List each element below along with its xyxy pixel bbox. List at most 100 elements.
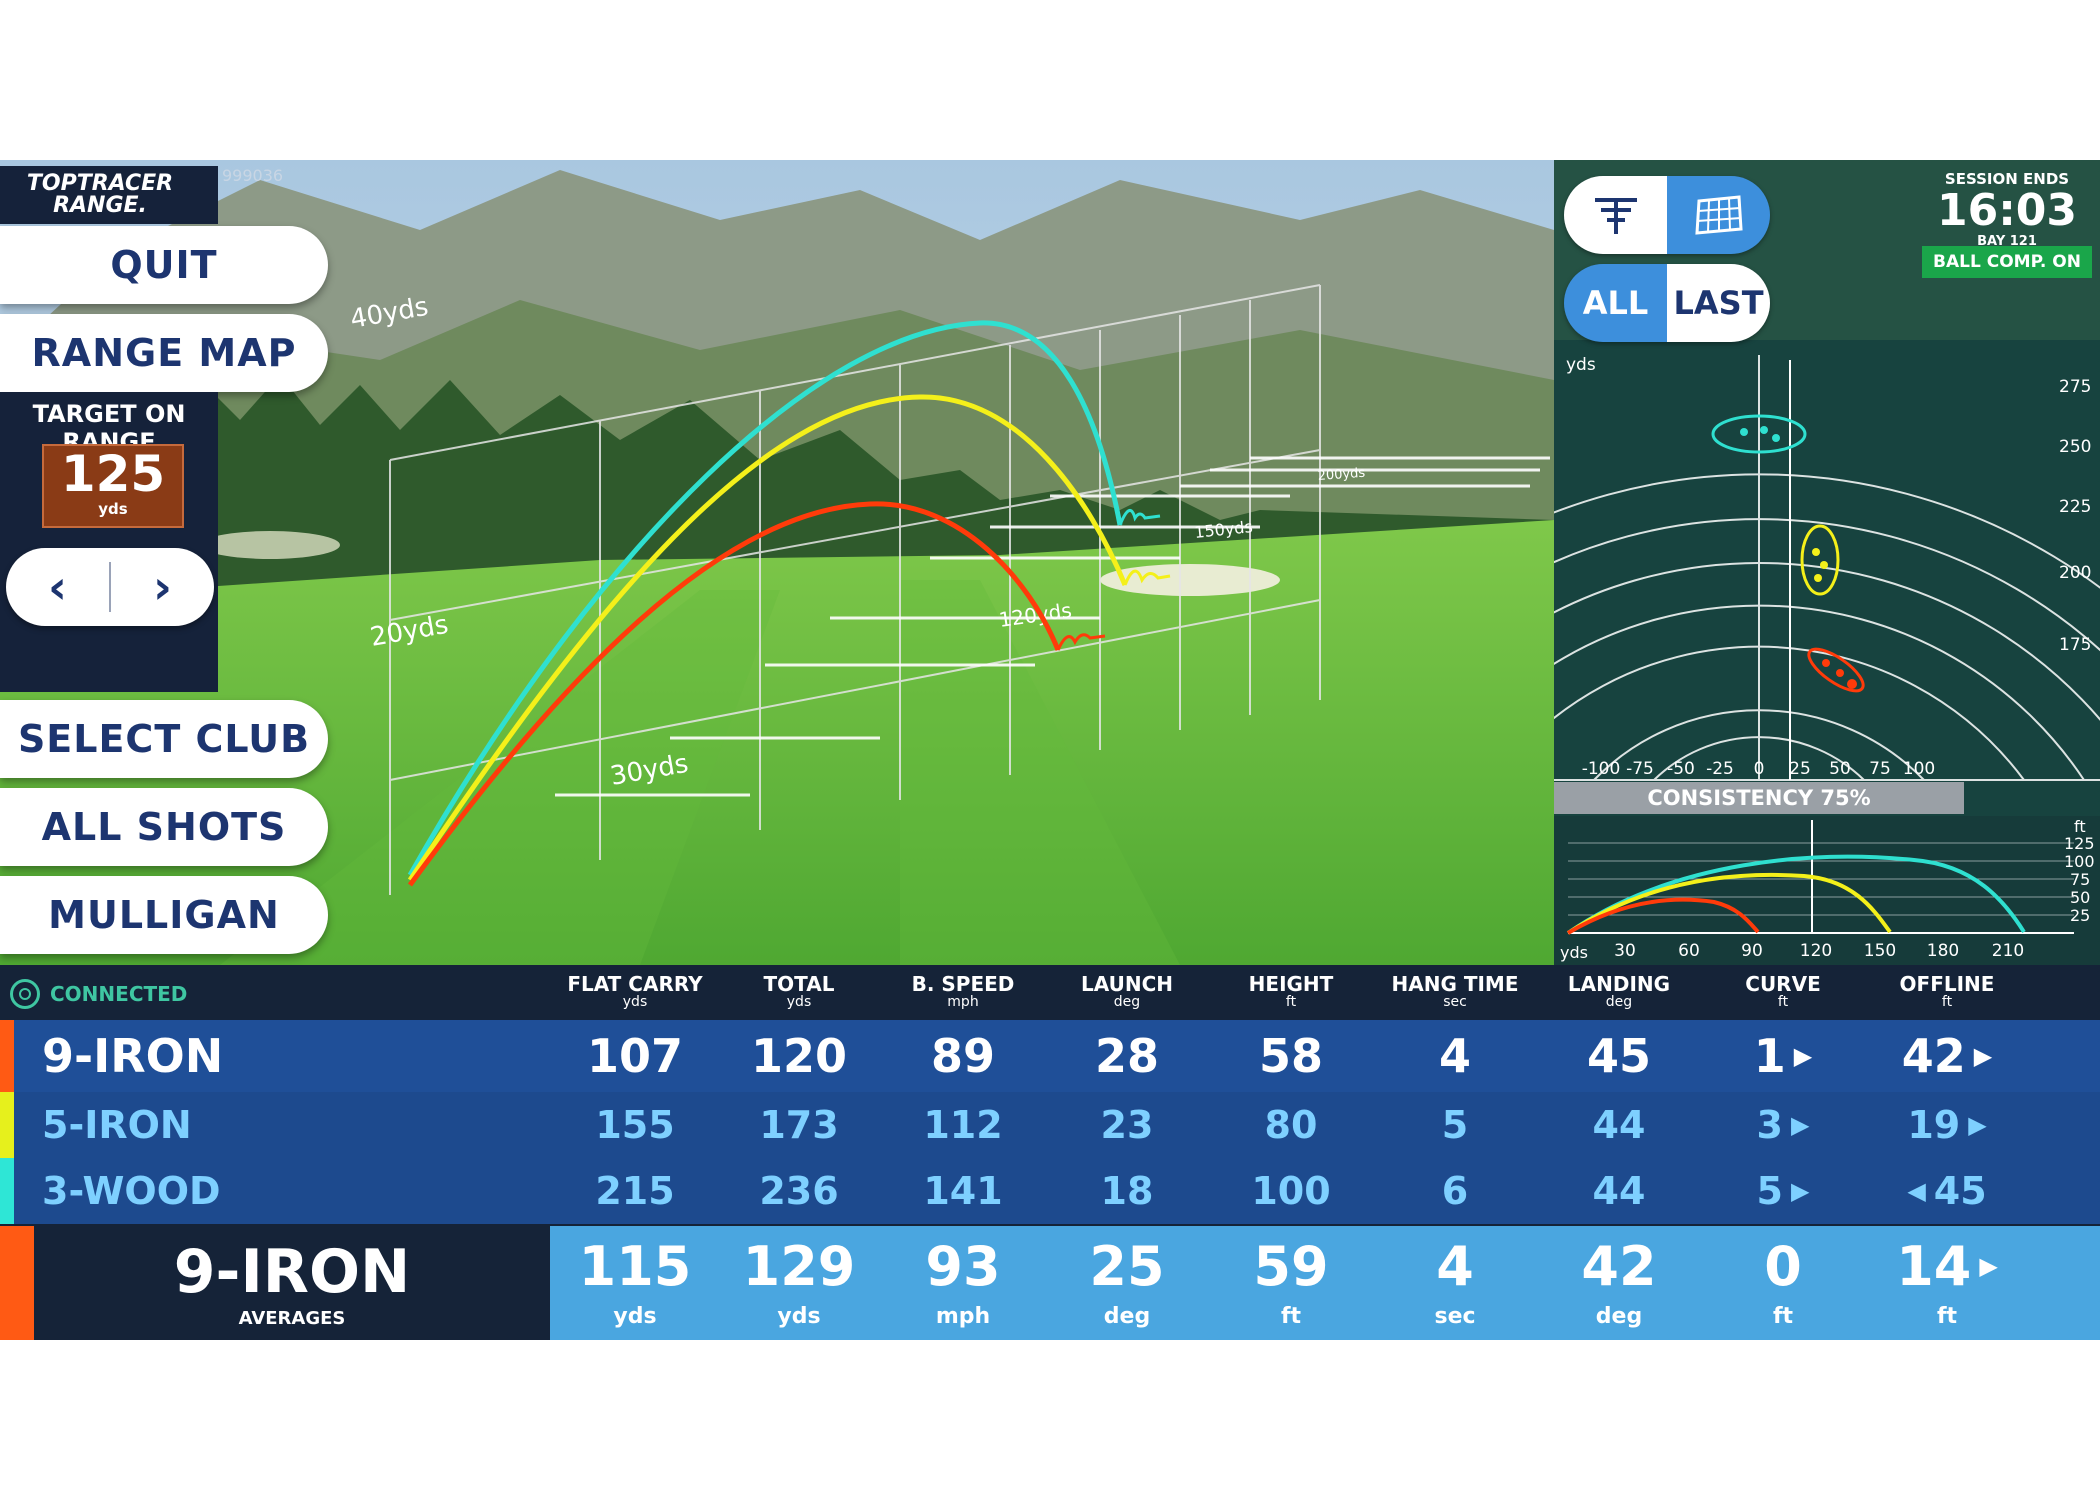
column-unit: deg	[1605, 994, 1633, 1010]
club-color-stripe	[0, 1158, 14, 1224]
averages-club-box: 9-IRON AVERAGES	[34, 1226, 550, 1340]
metric-value: 4	[1438, 1029, 1471, 1083]
direction-right-icon: ▶	[1973, 1042, 1993, 1070]
metric-cell: 236	[724, 1158, 874, 1224]
metric-cell: 58	[1216, 1020, 1366, 1092]
metric-value: 173	[759, 1103, 839, 1147]
average-unit: mph	[935, 1304, 991, 1329]
grid-view-icon[interactable]	[1667, 176, 1770, 254]
side-tracer-9-iron	[1566, 897, 1760, 935]
x-label-0: 0	[1754, 759, 1765, 779]
metric-cell: 6	[1380, 1158, 1530, 1224]
metric-value: 19	[1907, 1103, 1961, 1147]
metric-cell: 107	[560, 1020, 710, 1092]
average-value: 59	[1253, 1234, 1329, 1298]
metric-value: 236	[759, 1169, 839, 1213]
metric-value: 18	[1100, 1169, 1154, 1213]
distance-label-200: 200yds	[1317, 466, 1366, 484]
metric-value: 5	[1756, 1169, 1783, 1213]
metric-value: 215	[595, 1169, 675, 1213]
column-label: TOTAL	[763, 972, 835, 996]
column-label: OFFLINE	[1899, 972, 1995, 996]
metric-cell: 4	[1380, 1020, 1530, 1092]
arc-label-175: 175	[2059, 635, 2091, 655]
last-shot-toggle[interactable]: LAST	[1667, 264, 1770, 342]
connected-label: CONNECTED	[50, 982, 188, 1006]
metric-value: 42	[1901, 1029, 1966, 1083]
average-unit: sec	[1434, 1304, 1476, 1329]
column-header: FLAT CARRY yds	[560, 973, 710, 1009]
cluster-9-iron	[1807, 647, 1865, 693]
direction-right-icon: ▶	[1968, 1111, 1987, 1139]
table-row[interactable]: 9-IRON 107 120 89 28 58 4 45 1 ▶ 42 ▶	[0, 1020, 2100, 1094]
average-value: 0	[1764, 1234, 1802, 1298]
metric-cell: ◀ 45	[1872, 1158, 2022, 1224]
direction-right-icon: ▶	[1793, 1042, 1813, 1070]
arc-label-200: 200	[2059, 563, 2091, 583]
metric-value: 107	[586, 1029, 684, 1083]
tracer-view-glyph	[1594, 198, 1637, 234]
metric-cell: 120	[724, 1020, 874, 1092]
direction-right-icon: ▶	[1979, 1252, 1998, 1280]
side-x-150: 150	[1864, 941, 1896, 961]
target-distance-box: 125 yds	[42, 444, 184, 528]
all-shots-button[interactable]: ALL SHOTS	[0, 788, 328, 866]
column-label: FLAT CARRY	[567, 972, 703, 996]
tracer-view-icon[interactable]	[1564, 176, 1667, 254]
consistency-bar: CONSISTENCY 75%	[1554, 782, 1964, 814]
shot-dot	[1740, 428, 1748, 436]
metric-cell: 44	[1544, 1158, 1694, 1224]
average-value: 42	[1581, 1234, 1657, 1298]
metric-cell: 5 ▶	[1708, 1158, 1858, 1224]
metric-cell: 23	[1052, 1092, 1202, 1158]
map-unit-label: yds	[1566, 355, 1596, 375]
x-label-n25: -25	[1706, 759, 1734, 779]
metric-value: 112	[923, 1103, 1003, 1147]
all-shots-toggle[interactable]: ALL	[1564, 264, 1667, 342]
club-name: 3-WOOD	[42, 1169, 221, 1213]
side-unit-label: ft	[2074, 817, 2086, 836]
arc-label-250: 250	[2059, 437, 2091, 457]
average-metric-cell: 0	[1708, 1226, 1858, 1306]
metric-value: 28	[1094, 1029, 1159, 1083]
column-header: LAUNCH deg	[1052, 973, 1202, 1009]
table-row[interactable]: 5-IRON 155 173 112 23 80 5 44 3 ▶ 19 ▶	[0, 1092, 2100, 1160]
quit-button[interactable]: QUIT	[0, 226, 328, 304]
metric-value: 45	[1933, 1169, 1987, 1213]
metric-value: 44	[1592, 1103, 1646, 1147]
metric-cell: 19 ▶	[1872, 1092, 2022, 1158]
chevron-right-icon[interactable]: ›	[153, 560, 172, 614]
metric-cell: 28	[1052, 1020, 1202, 1092]
target-value: 125	[60, 445, 166, 503]
column-label: HEIGHT	[1248, 972, 1334, 996]
logo-line-1: TOPTRACER	[26, 171, 174, 196]
logo-line-2: RANGE.	[53, 193, 147, 218]
metric-cell: 89	[888, 1020, 1038, 1092]
tracer-5-iron-bounce	[1123, 569, 1171, 586]
metric-value: 80	[1264, 1103, 1318, 1147]
average-value: 93	[925, 1234, 1001, 1298]
x-label-n50: -50	[1667, 759, 1695, 779]
chevron-left-icon[interactable]: ‹	[48, 560, 67, 614]
average-unit: yds	[613, 1304, 657, 1329]
side-y-125: 125	[2064, 834, 2095, 853]
shot-tracer-scene: 40yds 20yds 30yds 120yds 150yds 200yds	[0, 160, 1554, 965]
column-label: LAUNCH	[1080, 972, 1173, 996]
table-row[interactable]: 3-WOOD 215 236 141 18 100 6 44 5 ▶ ◀ 45	[0, 1158, 2100, 1226]
select-club-button[interactable]: SELECT CLUB	[0, 700, 328, 778]
averages-club-name: 9-IRON	[173, 1237, 411, 1307]
side-y-100: 100	[2064, 852, 2095, 871]
metric-value: 3	[1756, 1103, 1783, 1147]
column-header: TOTAL yds	[724, 973, 874, 1009]
column-label: LANDING	[1567, 972, 1671, 996]
x-label-n75: -75	[1626, 759, 1654, 779]
average-metric-cell: 42	[1544, 1226, 1694, 1306]
club-name: 5-IRON	[42, 1103, 192, 1147]
tracer-3-wood	[407, 320, 1123, 877]
range-map-button[interactable]: RANGE MAP	[0, 314, 328, 392]
metric-cell: 155	[560, 1092, 710, 1158]
arc-label-275: 275	[2059, 377, 2091, 397]
mulligan-button[interactable]: MULLIGAN	[0, 876, 328, 954]
average-metric-cell: 115	[560, 1226, 710, 1306]
average-value: 129	[742, 1234, 856, 1298]
